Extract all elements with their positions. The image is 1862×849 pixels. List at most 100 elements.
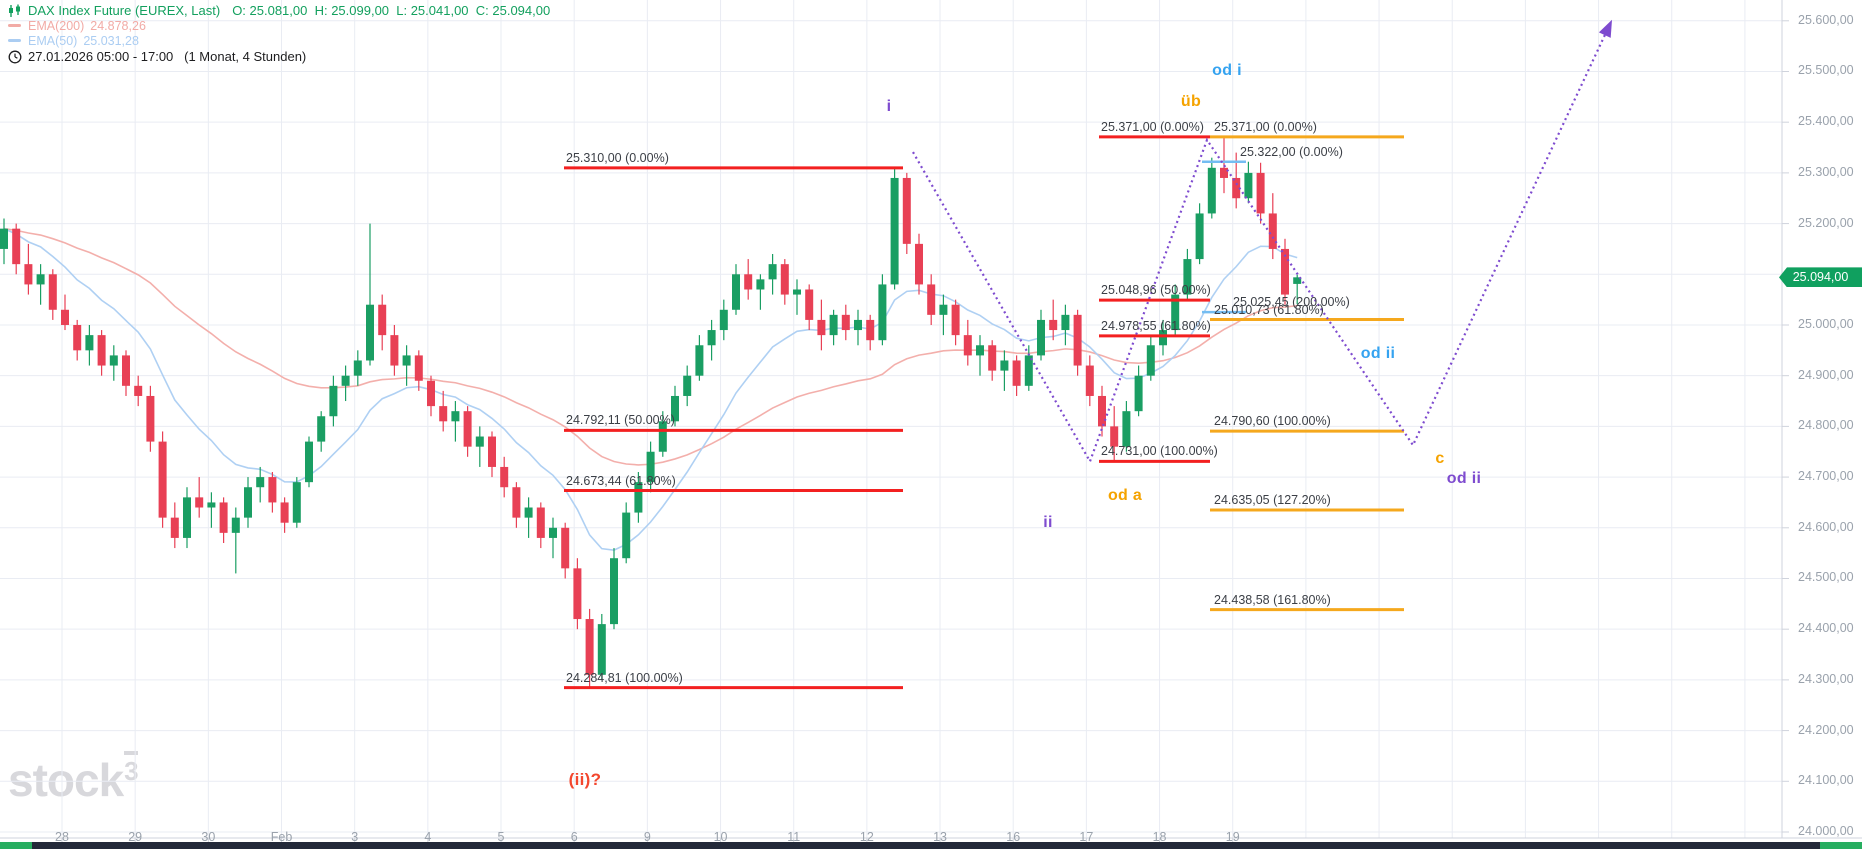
ema50-line [3,227,1298,551]
price-axis-label: 24.000,00 [1798,823,1854,838]
chart-legend: DAX Index Future (EUREX, Last) O: 25.081… [8,3,550,64]
candle-body [890,177,899,285]
candle-body [866,319,875,341]
candle-body [195,497,204,508]
candle-body [378,304,387,336]
candle-body [610,558,618,625]
candle-body [671,395,679,422]
candle-body [744,274,753,290]
candle-body [829,314,838,336]
candle-body [97,335,106,366]
candle-body [292,482,301,523]
candle-body [1000,360,1009,371]
ema200-legend-row: EMA(200) 24.878,26 [8,18,550,33]
candle-body [1293,277,1302,284]
ema50-label: EMA(50) [28,33,78,48]
candle-body [1037,319,1045,356]
candle-body [976,345,984,356]
candle-body [695,345,704,376]
candle-body [475,436,484,447]
candle-body [109,355,118,366]
candle-body [1232,177,1241,199]
ema200-value: 24.878,26 [90,18,146,33]
candle-body [549,527,557,538]
candle-body [927,284,936,315]
candle-body [1146,345,1155,376]
ohlc-values: O: 25.081,00 H: 25.099,00 L: 25.041,00 C… [232,3,551,18]
candle-body [524,507,533,518]
elliott-projection-path [912,31,1608,464]
candle-body [841,314,850,331]
candle-body [1049,319,1058,331]
ema50-color-dash-icon [8,39,21,42]
time-axis-label: 6 [570,830,578,844]
candle-body [488,436,496,467]
candle-body [658,421,667,452]
price-axis[interactable]: 25.600,00 25.500,00 25.400,00 25.300,00 25.2… [1782,0,1862,849]
price-axis-label: 25.200,00 [1798,215,1854,230]
candle-body [231,517,240,533]
candle-body [85,335,94,351]
candle-body [256,477,265,488]
candle-body [902,177,911,244]
candle-body [951,304,960,336]
time-axis-label: 29 [128,830,143,844]
candle-body [1220,167,1228,178]
candle-body [646,451,655,483]
time-axis-label: 28 [55,830,69,844]
candle-body [597,624,606,675]
candle-body [341,375,350,386]
time-axis-label: 9 [643,830,651,844]
stock3-watermark: stock3 [8,748,139,806]
time-axis-label: 16 [1006,830,1021,844]
time-axis[interactable]: 28 29 30 Feb 3 4 5 6 9 10 11 12 13 16 17 18 19 [0,824,1862,844]
clock-icon [8,50,22,64]
candle-body [366,304,374,361]
time-axis-label: Feb [270,830,293,844]
scrollbar-handle-right[interactable] [1820,842,1862,849]
candle-body [1171,294,1180,331]
watermark-text: stock [8,754,124,806]
candle-body [73,324,82,351]
price-axis-label: 25.400,00 [1798,114,1854,129]
ema200-label: EMA(200) [28,18,85,33]
timeframe-text: 27.01.2026 05:00 - 17:00 (1 Monat, 4 Stu… [28,49,307,64]
price-axis-label: 24.700,00 [1798,469,1854,484]
candle-body [1268,213,1277,249]
candle-body [768,264,777,280]
candle-body [317,416,326,442]
candle-body [244,487,252,518]
price-axis-label: 24.100,00 [1798,773,1854,788]
candlestick-icon [8,4,22,18]
candle-body [1122,411,1131,447]
candle-body [439,406,448,422]
candle-body [1281,248,1289,295]
projection-arrowhead-icon [1598,19,1612,38]
candle-body [427,380,435,407]
instrument-row: DAX Index Future (EUREX, Last) O: 25.081… [8,3,550,18]
candle-body [329,385,338,417]
candle-body [1207,167,1216,214]
time-axis-label: 30 [201,830,216,844]
candle-body [1134,375,1143,412]
candle-body [939,304,948,315]
candle-body [878,284,887,341]
bottom-scrollbar[interactable] [0,842,1862,849]
candle-body [573,568,582,620]
candle-body [463,411,472,447]
price-axis-label: 24.900,00 [1798,367,1854,382]
candle-body [1098,395,1106,427]
candle-body [634,482,643,513]
ema50-value: 25.031,28 [83,33,139,48]
candle-body [158,441,167,518]
time-axis-label: 17 [1079,830,1094,844]
candle-body [988,345,997,371]
candle-body [915,243,923,285]
candle-body [170,517,179,538]
scrollbar-handle-left[interactable] [0,842,32,849]
candle-body [780,264,789,295]
candle-body [854,319,862,331]
candle-body [1183,259,1192,295]
candle-body [561,527,570,569]
